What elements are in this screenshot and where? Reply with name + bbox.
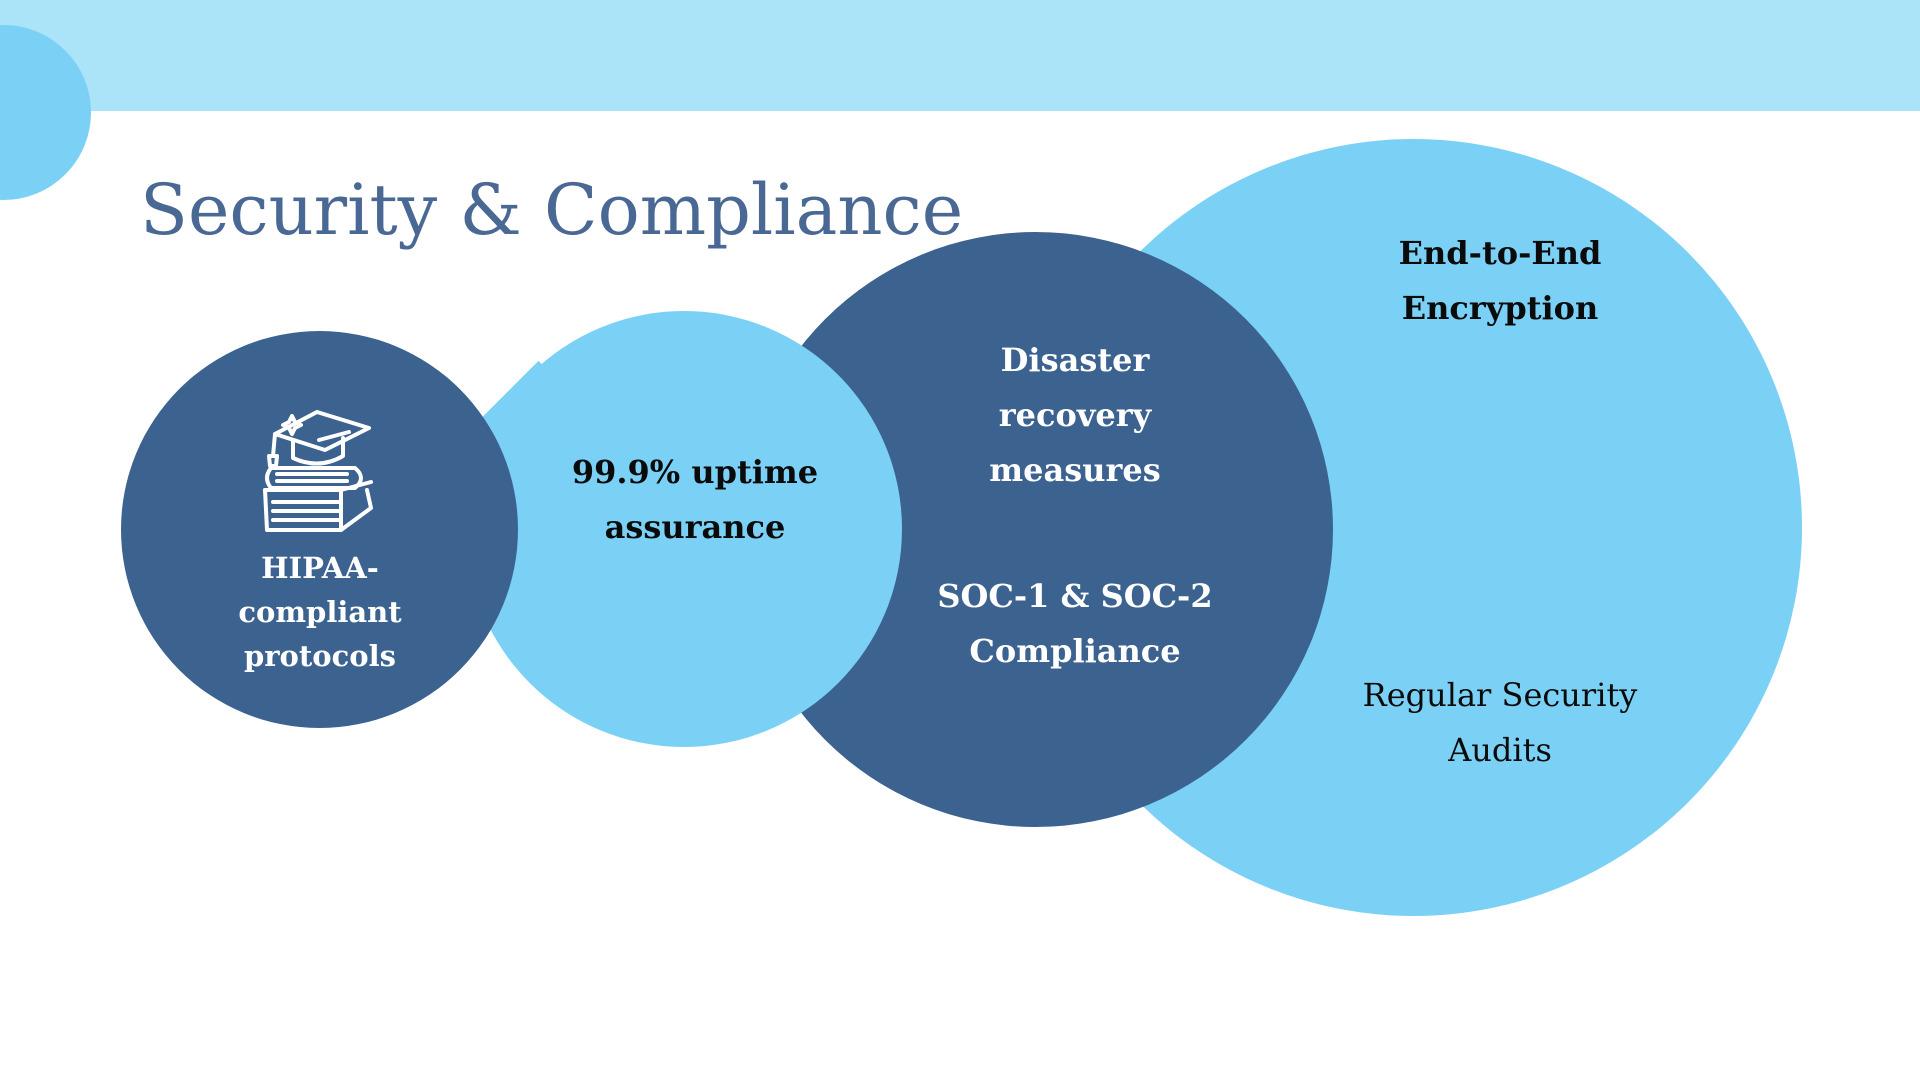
label-end-to-end-encryption: End-to-End Encryption	[1398, 234, 1602, 327]
label-uptime-assurance: 99.9% uptime assurance	[571, 453, 819, 546]
page-title: Security & Compliance	[140, 169, 964, 251]
label-disaster-recovery: Disaster recovery measures	[989, 341, 1161, 489]
label-security-audits: Regular Security Audits	[1362, 676, 1638, 769]
label-soc-compliance: SOC-1 & SOC-2 Compliance	[937, 577, 1213, 670]
top-banner	[0, 0, 1920, 111]
graduation-cap-books-icon	[263, 410, 373, 532]
light-circle-uptime	[466, 311, 902, 747]
label-hipaa-compliant: HIPAA-compliant protocols	[238, 551, 402, 673]
